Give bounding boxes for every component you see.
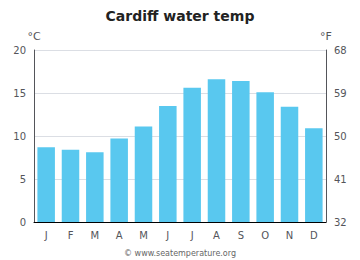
svg-text:°F: °F [320,30,332,43]
svg-text:32: 32 [334,217,347,228]
svg-text:°C: °C [27,30,41,43]
svg-text:F: F [68,230,74,241]
svg-text:20: 20 [13,45,26,56]
svg-text:59: 59 [334,88,347,99]
svg-text:M: M [139,230,148,241]
svg-text:5: 5 [20,174,26,185]
svg-text:O: O [261,230,269,241]
svg-text:M: M [91,230,100,241]
svg-text:J: J [165,230,169,241]
svg-text:10: 10 [13,131,26,142]
svg-text:© www.seatemperature.org: © www.seatemperature.org [124,249,236,258]
svg-text:15: 15 [13,88,26,99]
svg-text:S: S [238,230,244,241]
svg-text:A: A [116,230,123,241]
svg-text:41: 41 [334,174,347,185]
svg-text:D: D [310,230,318,241]
svg-text:A: A [213,230,220,241]
svg-text:68: 68 [334,45,347,56]
svg-text:50: 50 [334,131,347,142]
svg-text:Cardiff water temp: Cardiff water temp [106,8,255,24]
svg-text:J: J [44,230,48,241]
svg-text:J: J [190,230,194,241]
svg-text:0: 0 [20,217,26,228]
svg-text:N: N [286,230,293,241]
